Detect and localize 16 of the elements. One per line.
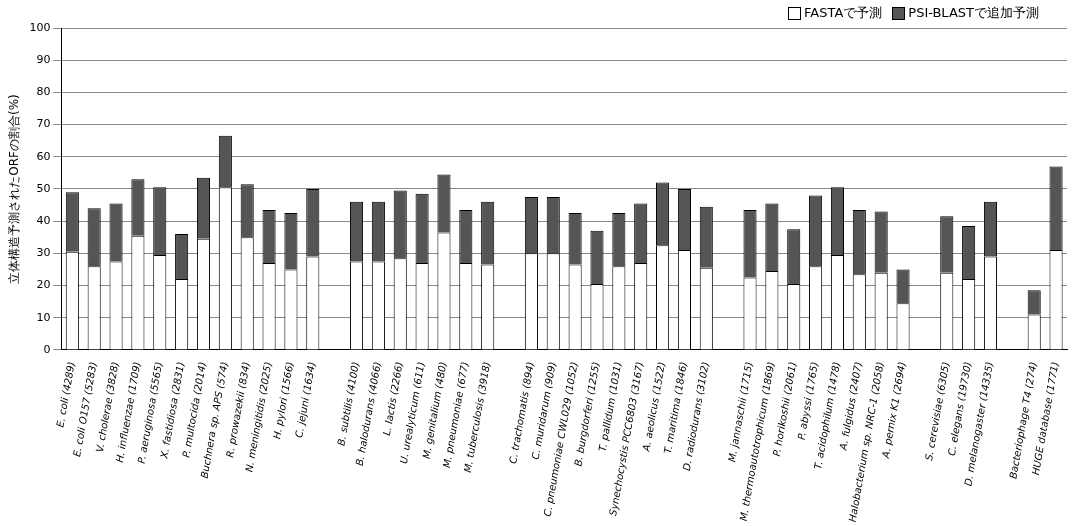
legend-label: PSI-BLASTで追加予測 [908,4,1039,22]
y-tick-label: 0 [43,342,51,356]
y-tick-label: 40 [36,214,51,228]
text: FASTAで予測 [804,4,883,22]
y-tick-label: 90 [36,53,51,67]
y-axis-title: 立体構造予測されたORFの割合(%) [7,94,22,284]
y-tick-label: 50 [36,181,51,195]
y-tick-label: 10 [36,310,51,324]
y-tick-label: 70 [36,117,51,131]
y-tick-label: 100 [29,20,51,34]
y-tick-label: 80 [36,85,51,99]
y-tick-label: 60 [36,149,51,163]
y-tick-label: 30 [36,246,51,260]
x-tick-label: E. coli (4289) [54,360,77,429]
x-tick-label: C. jejuni (1634) [293,360,318,439]
y-tick-label: 20 [36,278,51,292]
